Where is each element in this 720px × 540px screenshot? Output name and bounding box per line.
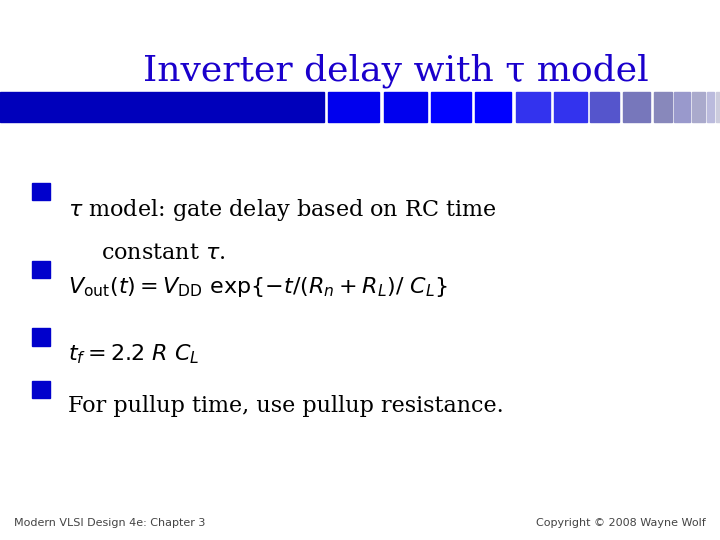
Bar: [674, 92, 690, 122]
Bar: [654, 92, 672, 122]
Bar: [328, 92, 379, 122]
Bar: [431, 92, 471, 122]
Bar: [32, 328, 50, 346]
Bar: [32, 183, 50, 200]
Bar: [0, 92, 324, 122]
Bar: [32, 261, 50, 278]
Bar: [516, 92, 550, 122]
Bar: [32, 381, 50, 398]
Text: Inverter delay with τ model: Inverter delay with τ model: [143, 54, 649, 89]
Bar: [707, 92, 714, 122]
Bar: [716, 92, 720, 122]
Text: $t_f = 2.2\ R\ C_L$: $t_f = 2.2\ R\ C_L$: [68, 343, 200, 367]
Text: Copyright © 2008 Wayne Wolf: Copyright © 2008 Wayne Wolf: [536, 518, 706, 528]
Bar: [384, 92, 427, 122]
Text: $V_{\mathrm{out}}(t) = V_{\mathrm{DD}}\ \mathrm{exp}\{-t/(R_n+R_L)/\ C_L\}$: $V_{\mathrm{out}}(t) = V_{\mathrm{DD}}\ …: [68, 275, 449, 299]
Bar: [590, 92, 619, 122]
Text: $\tau$ model: gate delay based on RC time: $\tau$ model: gate delay based on RC tim…: [68, 197, 497, 223]
Text: For pullup time, use pullup resistance.: For pullup time, use pullup resistance.: [68, 395, 504, 417]
Bar: [554, 92, 587, 122]
Text: constant $\tau$.: constant $\tau$.: [101, 242, 225, 264]
Bar: [623, 92, 650, 122]
Bar: [475, 92, 511, 122]
Text: Modern VLSI Design 4e: Chapter 3: Modern VLSI Design 4e: Chapter 3: [14, 518, 206, 528]
Bar: [692, 92, 705, 122]
